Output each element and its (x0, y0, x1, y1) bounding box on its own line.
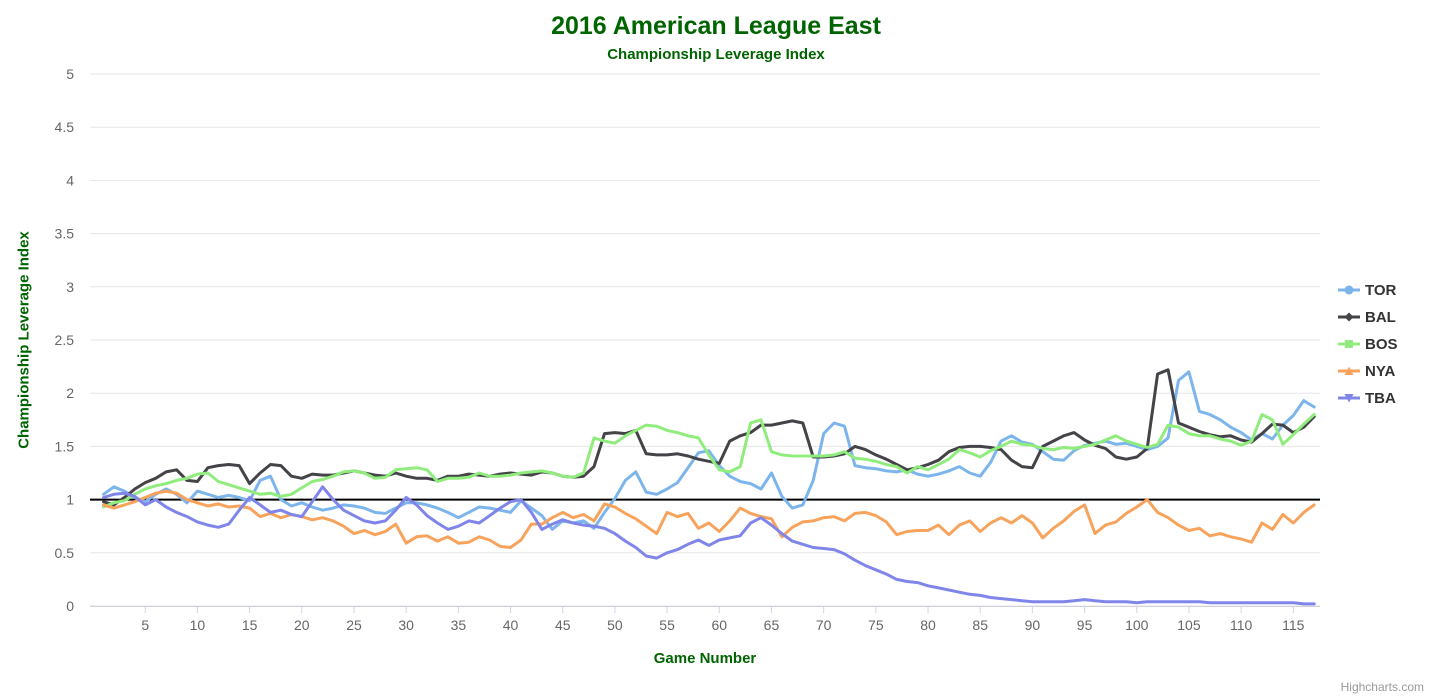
legend-label: BAL (1365, 308, 1396, 326)
legend-item-TBA[interactable]: TBA (1338, 388, 1398, 408)
y-axis-label: 1 (66, 492, 74, 508)
y-axis-label: 2 (66, 385, 74, 401)
series-line-TOR[interactable] (102, 370, 1316, 531)
x-axis-label: 50 (607, 617, 623, 633)
diamond-icon (1344, 312, 1354, 322)
x-axis-label: 55 (659, 617, 675, 633)
square-marker-icon (1338, 340, 1360, 348)
legend-label: BOS (1365, 335, 1398, 353)
legend-label: TBA (1365, 389, 1396, 407)
y-axis-title: Championship Leverage Index (15, 231, 33, 449)
y-axis-label: 0.5 (55, 545, 75, 561)
y-axis-label: 3.5 (55, 226, 75, 242)
x-axis-label: 60 (711, 617, 727, 633)
series-line-NYA[interactable] (102, 489, 1316, 549)
x-axis-title: Game Number (653, 650, 757, 667)
x-axis-label: 65 (764, 617, 780, 633)
triangle-marker-icon (1338, 366, 1360, 375)
triangle-down-marker-icon (1338, 394, 1360, 403)
triangle-down-icon (1344, 394, 1354, 403)
x-axis-label: 110 (1230, 617, 1253, 633)
circle-icon (1344, 285, 1354, 295)
legend-item-NYA[interactable]: NYA (1338, 361, 1398, 381)
triangle-icon (1344, 366, 1354, 375)
diamond-marker-icon (1338, 312, 1360, 322)
x-axis-label: 5 (141, 617, 149, 633)
x-axis-label: 85 (972, 617, 988, 633)
x-axis-label: 10 (190, 617, 206, 633)
legend-item-TOR[interactable]: TOR (1338, 280, 1398, 300)
series-line-TBA[interactable] (102, 485, 1316, 606)
x-axis-label: 15 (242, 617, 258, 633)
circle-marker-icon (1338, 285, 1360, 295)
y-axis-label: 3 (66, 279, 74, 295)
legend-label: TOR (1365, 281, 1397, 299)
x-axis-label: 80 (920, 617, 936, 633)
chart-title: 2016 American League East (551, 12, 881, 40)
x-axis-label: 105 (1177, 617, 1201, 633)
x-axis-label: 100 (1125, 617, 1149, 633)
x-axis-label: 20 (294, 617, 310, 633)
legend-item-BAL[interactable]: BAL (1338, 307, 1398, 327)
x-axis-label: 95 (1077, 617, 1093, 633)
legend-item-BOS[interactable]: BOS (1338, 334, 1398, 354)
x-axis-label: 35 (451, 617, 467, 633)
x-axis-label: 30 (398, 617, 414, 633)
x-axis-label: 115 (1282, 617, 1305, 633)
x-axis-label: 25 (346, 617, 362, 633)
x-axis-label: 45 (555, 617, 571, 633)
chart-subtitle: Championship Leverage Index (607, 46, 825, 63)
series-line-BAL[interactable] (102, 368, 1316, 507)
x-axis-label: 90 (1025, 617, 1041, 633)
y-axis-label: 0 (66, 598, 74, 614)
x-axis-label: 70 (816, 617, 832, 633)
legend-label: NYA (1365, 362, 1396, 380)
x-axis-label: 75 (868, 617, 884, 633)
x-axis-label: 40 (503, 617, 519, 633)
y-axis-label: 2.5 (55, 332, 75, 348)
y-axis-label: 1.5 (55, 438, 75, 454)
legend: TOR BAL BOS NYA TBA (1338, 280, 1398, 408)
y-axis-label: 5 (66, 66, 74, 82)
y-axis-label: 4 (66, 172, 74, 188)
series-line-BOS[interactable] (102, 413, 1316, 509)
y-axis-label: 4.5 (55, 119, 75, 135)
highcharts-credit[interactable]: Highcharts.com (1340, 680, 1424, 694)
square-icon (1345, 340, 1353, 348)
